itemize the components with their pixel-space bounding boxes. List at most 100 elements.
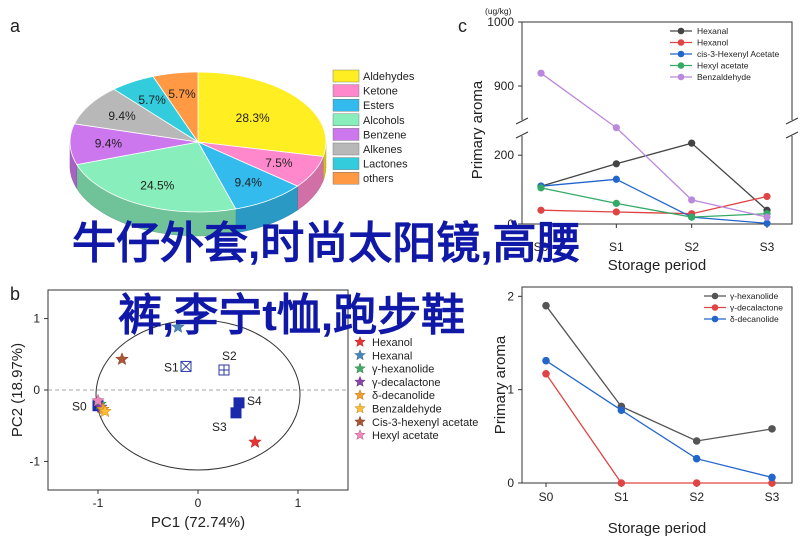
pca-compound-star: [171, 319, 185, 333]
pca-compound-points: [91, 319, 262, 448]
panel-c-line-chart: c (ug/kg) 0 200 900 1000 S0 S1 S2 S3 Primary a…: [458, 6, 799, 274]
panel-c-data-point: [612, 175, 620, 183]
panel-d-y-tick-label: 2: [507, 289, 514, 303]
panel-c-legend-marker: [677, 62, 685, 69]
pie-value-label: 24.5%: [140, 179, 174, 193]
pca-sample-label: S3: [212, 420, 227, 434]
pca-legend-label: Hexanol: [372, 337, 412, 349]
pie-value-label: 5.7%: [168, 87, 196, 101]
pie-legend: Aldehydes Ketone Esters Alcohols Benzene Alke…: [332, 69, 415, 185]
panel-c-label: c: [458, 16, 467, 36]
pie-legend-label: Lactones: [363, 159, 408, 171]
pie-legend-swatch: [332, 98, 360, 112]
panel-b-pca-scatter: b -1 0 1 1 0 -1 S0 S1 S2 S3 S4 PC1 (72.74%) PC2 …: [9, 284, 478, 531]
axis-break-gap: [789, 120, 795, 136]
panel-c-x-tick-label: S3: [760, 240, 775, 254]
panel-d-data-point: [617, 406, 626, 415]
panel-d-legend-marker: [711, 315, 719, 323]
panel-c-y-tick-label: 200: [494, 148, 514, 162]
panel-d-series-line: [545, 373, 772, 484]
panel-d-line-chart: 0 1 2 S0 S1 S2 S3 Primary aroma Storage perio…: [492, 286, 793, 537]
panel-c-legend-marker: [677, 39, 685, 46]
panel-d-data-point: [692, 437, 701, 445]
pca-legend-star: [354, 402, 366, 414]
panel-d-x-axis-label: Storage period: [608, 520, 706, 537]
pie-legend-label: Esters: [363, 100, 395, 112]
panel-c-series-line: [540, 187, 768, 218]
pca-legend-star: [354, 428, 366, 441]
panel-d-data-point: [617, 479, 626, 487]
panel-d-data-point: [692, 479, 701, 487]
panel-c-y-tick-label: 900: [494, 79, 514, 93]
pie-legend-swatch: [332, 84, 360, 97]
panel-c-x-tick-label: S0: [534, 240, 549, 254]
panel-d-y-tick-label: 1: [507, 383, 514, 397]
panel-d-legend-marker: [711, 304, 719, 311]
pca-compound-star: [98, 404, 112, 418]
pca-sample-label: S4: [247, 394, 262, 408]
pca-legend-label: γ-decalactone: [372, 377, 441, 389]
panel-c-y-axis-label: Primary aroma: [469, 80, 486, 179]
pie-legend-swatch: [332, 157, 360, 170]
pie-slice-alkenes: [73, 88, 199, 143]
panel-c-unit-label: (ug/kg): [485, 6, 512, 16]
pca-legend-star: [354, 349, 366, 361]
pca-legend-label: Benzaldehyde: [372, 404, 442, 416]
axis-break-gap: [519, 120, 525, 136]
panel-c-x-tick-label: S2: [684, 240, 699, 254]
panel-d-series-line: [545, 360, 773, 479]
panel-d-data-point: [692, 454, 701, 463]
pca-sample-marker: [233, 397, 245, 409]
pca-legend-star: [354, 375, 366, 387]
panel-c-data-point: [612, 160, 620, 168]
panel-c-data-point: [537, 184, 545, 192]
pca-sample-points: S0 S1 S2 S3 S4: [72, 349, 262, 434]
panel-d-y-ticks: 0 1 2: [507, 289, 522, 490]
panel-c-x-ticks: S0 S1 S2 S3: [534, 224, 775, 254]
axis-break-marks: [515, 117, 799, 139]
panel-c-legend-marker: [677, 27, 685, 35]
pca-legend-star: [354, 389, 366, 401]
pca-y-tick-label: -1: [29, 454, 40, 468]
panel-d-legend-marker: [711, 292, 719, 300]
pca-x-tick-label: -1: [93, 496, 104, 510]
pca-sample-hatch: [180, 361, 192, 372]
panel-c-legend-marker: [677, 50, 685, 58]
panel-a-pie-chart: a 28.3%7.5%9.4%24.5%9.4%9.4%5.7% 5.7% Ald…: [10, 16, 415, 237]
pca-legend-label: δ-decanolide: [372, 390, 435, 402]
pie-slice-benzene: [69, 123, 199, 166]
pie-slice-esters: [197, 141, 299, 210]
panel-c-data-point: [612, 199, 620, 207]
panel-c-legend-label: Hexanal: [697, 26, 728, 36]
panel-d-series-line: [545, 305, 773, 442]
pca-legend-label: Hexyl acetate: [372, 430, 439, 442]
panel-d-x-ticks: S0 S1 S2 S3: [539, 483, 780, 504]
panel-d-data-point: [768, 425, 776, 433]
pie-value-label: 9.4%: [235, 176, 263, 190]
pie-legend-label: Ketone: [363, 86, 398, 98]
panel-c-data-point: [537, 69, 545, 77]
panel-c-data-point: [612, 124, 620, 132]
panel-c-data-point: [763, 219, 771, 227]
panel-c-y-tick-label: 1000: [487, 15, 514, 29]
pca-x-tick-label: 1: [295, 496, 302, 510]
panel-c-legend-marker: [677, 73, 685, 81]
panel-c-legend-label: Benzaldehyde: [697, 72, 751, 82]
pie-legend-swatch: [332, 171, 360, 185]
panel-d-y-tick-label: 0: [507, 476, 514, 490]
pca-y-ticks: 1 0 -1: [29, 312, 48, 468]
pie-legend-label: Alcohols: [363, 115, 405, 127]
pca-x-axis-label: PC1 (72.74%): [151, 514, 245, 531]
confidence-ellipse: [95, 319, 301, 471]
pca-sample-label: S2: [222, 349, 237, 363]
panel-d-legend-label: γ-decalactone: [730, 303, 783, 313]
panel-d-data-point: [768, 473, 776, 482]
panel-b-label: b: [10, 284, 20, 304]
panel-d-legend-label: δ-decanolide: [730, 314, 779, 324]
pca-y-axis-label: PC2 (18.97%): [9, 343, 26, 437]
pie-legend-swatch: [332, 128, 360, 141]
panel-c-data-point: [688, 213, 696, 221]
axis-break-mark: [515, 117, 529, 139]
